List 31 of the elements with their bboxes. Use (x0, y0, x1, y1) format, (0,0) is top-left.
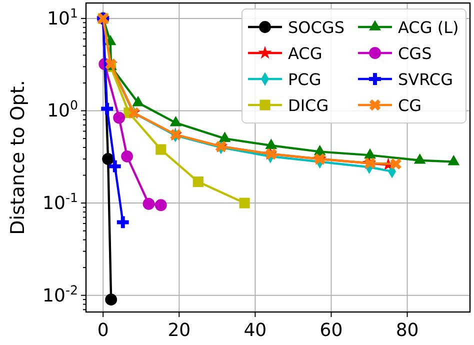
legend-label: PCG (288, 70, 322, 89)
legend-label: DICG (288, 96, 329, 115)
point (154, 199, 167, 212)
point (102, 153, 114, 165)
y-tick-label: 10$^{-2}$ (42, 282, 78, 306)
point (105, 294, 118, 306)
legend-label: SOCGS (288, 18, 344, 37)
x-tick-label: 0 (97, 320, 109, 341)
y-tick-label: 10$^{1}$ (47, 4, 78, 30)
legend-label: CG (398, 96, 422, 115)
point (192, 176, 204, 188)
y-axis-title: Distance to Opt. (7, 80, 29, 235)
y-tick-label: 10$^{0}$ (47, 97, 78, 122)
point (156, 144, 166, 155)
legend-label: CGS (398, 44, 432, 63)
x-tick-label: 60 (320, 320, 343, 341)
x-tick-label: 80 (396, 320, 419, 341)
x-tick-label: 20 (168, 320, 191, 341)
point (142, 198, 155, 210)
y-tick-label: 10$^{-1}$ (42, 190, 78, 214)
legend-label: SVRCG (398, 70, 453, 89)
point (116, 216, 129, 228)
point (121, 150, 134, 162)
point (239, 198, 250, 208)
point (108, 160, 121, 172)
point (113, 112, 126, 124)
point (390, 158, 402, 170)
x-tick-label: 40 (244, 320, 267, 341)
legend-label: ACG (L) (398, 18, 459, 37)
legend-label: ACG (288, 44, 322, 63)
point (101, 102, 114, 115)
